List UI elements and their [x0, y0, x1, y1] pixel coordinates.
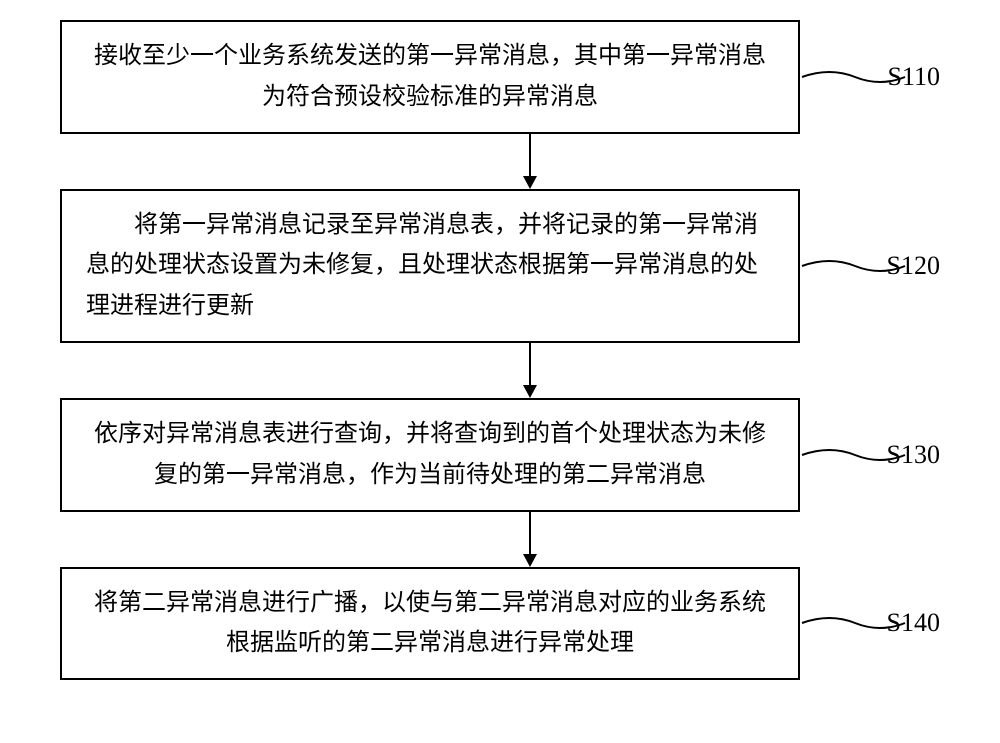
flowchart-box: 将第一异常消息记录至异常消息表，并将记录的第一异常消息的处理状态设置为未修复，且…: [60, 189, 800, 343]
step-label: S130: [887, 440, 940, 470]
step-row: 将第二异常消息进行广播，以使与第二异常消息对应的业务系统根据监听的第二异常消息进…: [0, 567, 1000, 681]
arrow-down-icon: [515, 512, 545, 567]
arrow-down-icon: [515, 134, 545, 189]
flowchart-container: 接收至少一个业务系统发送的第一异常消息，其中第一异常消息为符合预设校验标准的异常…: [0, 20, 1000, 680]
step-label: S140: [887, 608, 940, 638]
step-text: 接收至少一个业务系统发送的第一异常消息，其中第一异常消息为符合预设校验标准的异常…: [86, 36, 774, 118]
flowchart-box: 依序对异常消息表进行查询，并将查询到的首个处理状态为未修复的第一异常消息，作为当…: [60, 398, 800, 512]
step-text: 将第二异常消息进行广播，以使与第二异常消息对应的业务系统根据监听的第二异常消息进…: [86, 583, 774, 665]
step-text: 将第一异常消息记录至异常消息表，并将记录的第一异常消息的处理状态设置为未修复，且…: [86, 205, 774, 327]
step-label: S110: [888, 62, 941, 92]
arrow-wrap: [160, 134, 900, 189]
arrow-down-icon: [515, 343, 545, 398]
step-label: S120: [887, 251, 940, 281]
arrow-wrap: [160, 512, 900, 567]
step-row: 依序对异常消息表进行查询，并将查询到的首个处理状态为未修复的第一异常消息，作为当…: [0, 398, 1000, 512]
step-row: 接收至少一个业务系统发送的第一异常消息，其中第一异常消息为符合预设校验标准的异常…: [0, 20, 1000, 134]
flowchart-box: 将第二异常消息进行广播，以使与第二异常消息对应的业务系统根据监听的第二异常消息进…: [60, 567, 800, 681]
step-text: 依序对异常消息表进行查询，并将查询到的首个处理状态为未修复的第一异常消息，作为当…: [86, 414, 774, 496]
arrow-wrap: [160, 343, 900, 398]
step-row: 将第一异常消息记录至异常消息表，并将记录的第一异常消息的处理状态设置为未修复，且…: [0, 189, 1000, 343]
flowchart-box: 接收至少一个业务系统发送的第一异常消息，其中第一异常消息为符合预设校验标准的异常…: [60, 20, 800, 134]
